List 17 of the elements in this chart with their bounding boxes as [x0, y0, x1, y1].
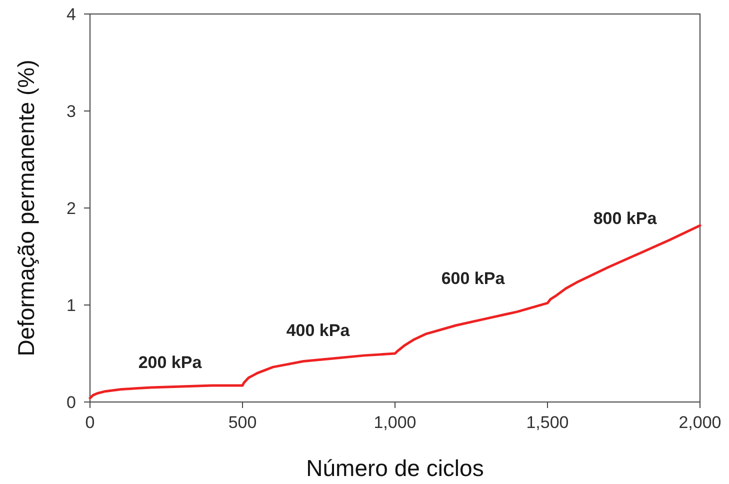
x-tick-label: 1,000 — [374, 413, 416, 432]
annotation: 200 kPa — [138, 353, 202, 372]
x-tick-label: 2,000 — [678, 413, 722, 432]
y-tick-label: 2 — [66, 199, 76, 218]
x-tick-label: 500 — [228, 413, 257, 432]
x-tick-label: 1,500 — [526, 413, 569, 432]
x-axis-title: Número de ciclos — [306, 455, 484, 481]
y-tick-label: 3 — [66, 102, 76, 121]
x-tick-label: 0 — [85, 413, 95, 432]
annotation: 400 kPa — [286, 321, 350, 340]
y-tick-label: 1 — [66, 296, 76, 315]
line-series — [88, 224, 702, 400]
annotation: 600 kPa — [441, 269, 506, 288]
y-axis-title: Deformação permanente (%) — [13, 60, 39, 356]
annotation: 800 kPa — [593, 209, 658, 228]
y-tick-label: 0 — [66, 393, 76, 412]
y-tick-label: 4 — [66, 5, 76, 24]
